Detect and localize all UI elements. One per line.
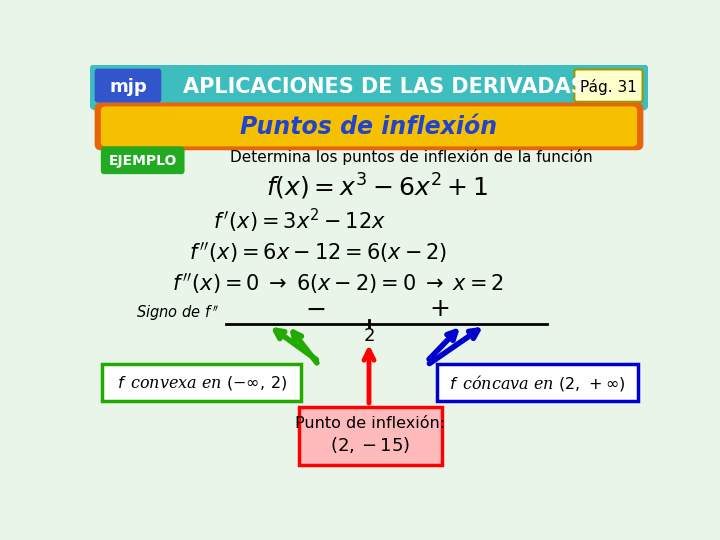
Text: Determina los puntos de inflexión de la función: Determina los puntos de inflexión de la … — [230, 149, 593, 165]
Bar — [93, 88, 645, 110]
FancyBboxPatch shape — [90, 65, 648, 110]
Text: $f\,''(x) = 0 \;\rightarrow\; 6(x-2) = 0 \;\rightarrow\; x = 2$: $f\,''(x) = 0 \;\rightarrow\; 6(x-2) = 0… — [172, 271, 504, 296]
FancyBboxPatch shape — [101, 106, 637, 146]
Text: 2: 2 — [364, 327, 374, 345]
Text: Puntos de inflexión: Puntos de inflexión — [240, 115, 498, 139]
Text: $f\,'(x) = 3x^2 - 12x$: $f\,'(x) = 3x^2 - 12x$ — [212, 207, 386, 235]
Text: APLICACIONES DE LAS DERIVADAS: APLICACIONES DE LAS DERIVADAS — [183, 77, 586, 97]
Text: $f\,$ convexa en $(-\infty,\, 2)$: $f\,$ convexa en $(-\infty,\, 2)$ — [117, 374, 287, 392]
Text: $f(x) = x^3 - 6x^2 + 1$: $f(x) = x^3 - 6x^2 + 1$ — [266, 171, 488, 201]
FancyBboxPatch shape — [300, 407, 442, 465]
FancyBboxPatch shape — [94, 69, 161, 103]
Text: $f\,''(x) = 6x - 12 = 6(x - 2)$: $f\,''(x) = 6x - 12 = 6(x - 2)$ — [189, 240, 448, 265]
Text: Punto de inflexión:: Punto de inflexión: — [295, 416, 446, 431]
FancyBboxPatch shape — [101, 146, 184, 174]
Text: $f\,$ cóncava en $(2,\, +\infty)$: $f\,$ cóncava en $(2,\, +\infty)$ — [449, 373, 626, 393]
Text: $-$: $-$ — [305, 297, 325, 321]
FancyBboxPatch shape — [87, 62, 651, 484]
Text: mjp: mjp — [109, 78, 147, 96]
Text: Signo de $f\,''$: Signo de $f\,''$ — [137, 303, 220, 322]
FancyBboxPatch shape — [94, 103, 644, 150]
Text: EJEMPLO: EJEMPLO — [109, 154, 177, 168]
FancyBboxPatch shape — [102, 363, 301, 401]
Text: Pág. 31: Pág. 31 — [580, 79, 637, 95]
FancyBboxPatch shape — [575, 70, 642, 102]
Text: $+$: $+$ — [428, 297, 449, 321]
Text: $(2, -15)$: $(2, -15)$ — [330, 435, 410, 455]
FancyBboxPatch shape — [437, 363, 638, 401]
